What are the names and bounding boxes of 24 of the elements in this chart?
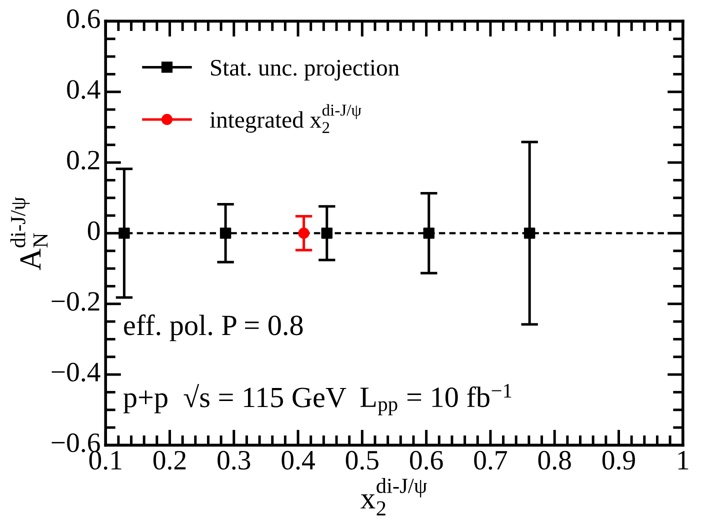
y-tick-label: 0.4 [67, 80, 100, 99]
y-tick-label: 0.6 [67, 9, 100, 28]
annotation: eff. pol. P = 0.8 [124, 314, 303, 342]
x-tick-label: 0.8 [538, 450, 571, 470]
x-tick-label: 0.5 [346, 450, 378, 470]
x-tick-label: 0.1 [89, 450, 122, 470]
x-tick-label: 0.9 [602, 450, 635, 470]
x-tick-label: 0.6 [410, 450, 443, 470]
legend-label: Stat. unc. projection [211, 60, 400, 81]
annotation: p+p √s = 115 GeV [123, 384, 346, 414]
y-tick-label: −0.6 [52, 433, 100, 452]
x-tick-label: 0.3 [218, 450, 250, 470]
x-tick-label: 0.4 [282, 450, 315, 470]
x-tick-label: 1 [678, 451, 688, 470]
x-tick-label: 0.2 [153, 450, 186, 470]
x-tick-label: 0.7 [474, 450, 508, 470]
y-tick-label: −0.4 [52, 362, 100, 382]
y-tick-label: −0.2 [52, 292, 100, 311]
x-axis-title: x$^{di-J/ψ}$$_{2}$ [360, 478, 427, 516]
annotation: L$_{pp}$ = 10 fb$^{−1}$ [360, 384, 512, 416]
legend-label: integrated x$^{di-J/ψ}$$_{2}$ [210, 104, 362, 134]
y-axis-title: A$^{di-J/ψ}$$_{N}$ [10, 197, 48, 270]
y-tick-label: 0 [88, 221, 100, 240]
y-tick-label: 0.2 [67, 150, 100, 170]
